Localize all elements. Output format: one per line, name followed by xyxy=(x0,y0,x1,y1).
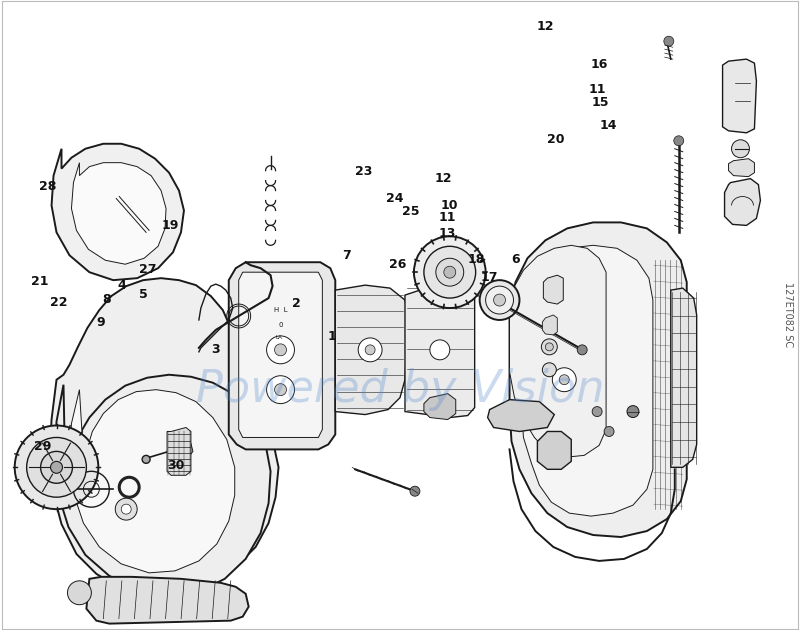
Text: 21: 21 xyxy=(31,275,49,289)
Circle shape xyxy=(604,427,614,437)
Text: 20: 20 xyxy=(546,133,564,146)
Circle shape xyxy=(731,140,750,158)
Text: 17: 17 xyxy=(481,271,498,284)
Circle shape xyxy=(266,375,294,404)
Polygon shape xyxy=(725,178,761,226)
Text: 22: 22 xyxy=(50,296,68,309)
Text: 29: 29 xyxy=(34,440,52,453)
Text: 27: 27 xyxy=(138,263,156,277)
Polygon shape xyxy=(71,163,166,264)
Text: LA: LA xyxy=(275,335,282,340)
Polygon shape xyxy=(173,442,193,459)
Circle shape xyxy=(542,339,558,355)
Circle shape xyxy=(122,504,131,514)
Text: 1: 1 xyxy=(328,331,337,343)
Polygon shape xyxy=(543,275,563,304)
Text: 9: 9 xyxy=(96,316,105,329)
Text: 127ET082 SC: 127ET082 SC xyxy=(783,282,794,348)
Polygon shape xyxy=(488,399,554,432)
Polygon shape xyxy=(229,262,335,449)
Polygon shape xyxy=(54,375,270,596)
Polygon shape xyxy=(538,432,571,469)
Circle shape xyxy=(480,280,519,320)
Polygon shape xyxy=(50,278,375,597)
Text: 24: 24 xyxy=(386,192,403,205)
Circle shape xyxy=(41,452,73,483)
Polygon shape xyxy=(335,285,408,415)
Circle shape xyxy=(266,336,294,364)
Text: 6: 6 xyxy=(511,253,520,266)
Text: 14: 14 xyxy=(600,119,618,132)
Polygon shape xyxy=(167,428,191,475)
Circle shape xyxy=(627,406,639,418)
Circle shape xyxy=(142,455,150,463)
Text: 2: 2 xyxy=(292,297,301,310)
Text: 18: 18 xyxy=(468,253,485,266)
Text: 3: 3 xyxy=(211,343,219,356)
Polygon shape xyxy=(405,280,474,418)
Text: 4: 4 xyxy=(118,279,126,292)
Circle shape xyxy=(115,498,137,520)
Polygon shape xyxy=(671,288,697,467)
Circle shape xyxy=(50,461,62,473)
Text: 11: 11 xyxy=(589,83,606,96)
Text: 5: 5 xyxy=(139,289,148,301)
Text: H  L: H L xyxy=(274,307,287,313)
Polygon shape xyxy=(729,159,754,176)
Polygon shape xyxy=(722,59,757,133)
Text: 16: 16 xyxy=(590,57,608,71)
Circle shape xyxy=(365,345,375,355)
Circle shape xyxy=(14,425,98,509)
Text: Powered by Vision: Powered by Vision xyxy=(196,368,604,411)
Circle shape xyxy=(559,375,570,385)
Text: 25: 25 xyxy=(402,205,420,218)
Circle shape xyxy=(542,363,556,377)
Circle shape xyxy=(578,345,587,355)
Circle shape xyxy=(436,258,464,286)
Polygon shape xyxy=(51,144,184,280)
Text: 12: 12 xyxy=(434,172,452,185)
Circle shape xyxy=(358,338,382,362)
Text: 7: 7 xyxy=(342,249,351,262)
Polygon shape xyxy=(510,222,686,537)
Circle shape xyxy=(414,236,486,308)
Circle shape xyxy=(430,340,450,360)
Circle shape xyxy=(274,344,286,356)
Text: 26: 26 xyxy=(389,258,406,272)
Text: 30: 30 xyxy=(166,459,184,472)
Polygon shape xyxy=(424,394,456,420)
Circle shape xyxy=(674,136,684,146)
Polygon shape xyxy=(70,390,234,573)
Text: 15: 15 xyxy=(592,96,610,110)
Polygon shape xyxy=(522,245,653,516)
Polygon shape xyxy=(238,272,322,437)
Text: 13: 13 xyxy=(438,227,456,240)
Circle shape xyxy=(552,368,576,392)
Text: 0: 0 xyxy=(278,322,282,328)
Circle shape xyxy=(494,294,506,306)
Text: 28: 28 xyxy=(39,180,57,193)
Circle shape xyxy=(486,286,514,314)
Circle shape xyxy=(546,343,554,351)
Circle shape xyxy=(444,266,456,278)
Polygon shape xyxy=(86,577,249,624)
Circle shape xyxy=(26,437,86,497)
Circle shape xyxy=(274,384,286,396)
Circle shape xyxy=(664,37,674,46)
Text: 8: 8 xyxy=(102,294,110,306)
Circle shape xyxy=(67,581,91,605)
Text: 23: 23 xyxy=(355,166,373,178)
Text: 11: 11 xyxy=(439,211,457,224)
Polygon shape xyxy=(510,245,606,457)
Circle shape xyxy=(410,486,420,496)
Polygon shape xyxy=(542,315,558,335)
Text: 12: 12 xyxy=(536,20,554,33)
Text: 10: 10 xyxy=(441,198,458,212)
Circle shape xyxy=(424,246,476,298)
Circle shape xyxy=(592,406,602,416)
Text: 19: 19 xyxy=(162,219,179,232)
